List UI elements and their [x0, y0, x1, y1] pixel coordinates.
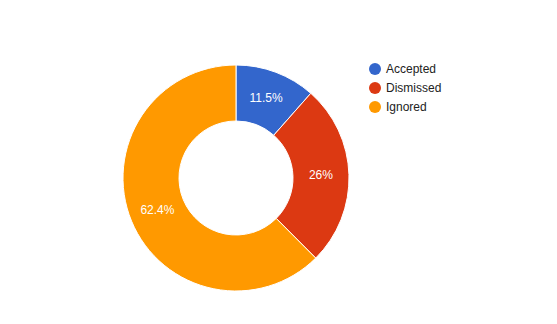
slices — [123, 65, 349, 291]
legend-label: Ignored — [386, 100, 427, 114]
legend-label: Dismissed — [386, 81, 441, 95]
data-label: 26% — [309, 168, 333, 182]
chart: 11.5% 26% 62.4% Accepted Dismissed Ignored — [0, 0, 557, 324]
legend-label: Accepted — [386, 62, 436, 76]
data-label: 62.4% — [140, 203, 174, 217]
legend-swatch — [369, 101, 381, 113]
data-labels: 11.5% 26% 62.4% — [140, 91, 333, 217]
legend: Accepted Dismissed Ignored — [369, 62, 441, 114]
data-label: 11.5% — [250, 91, 283, 105]
legend-swatch — [369, 82, 381, 94]
slice — [123, 65, 316, 291]
legend-swatch — [369, 63, 381, 75]
